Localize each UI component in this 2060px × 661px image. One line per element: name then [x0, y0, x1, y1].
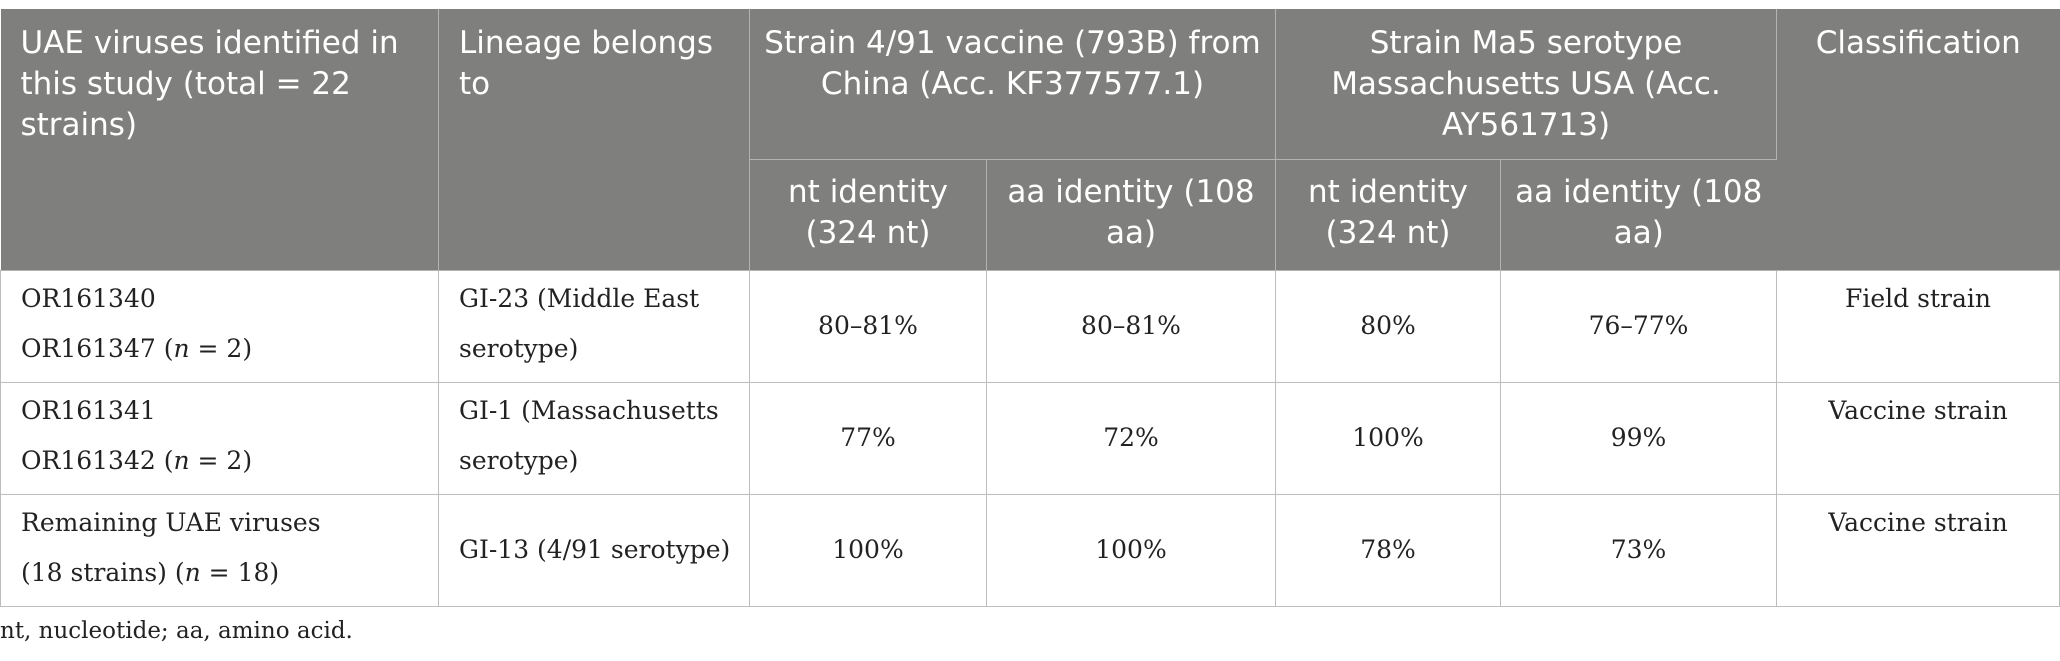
header-nt-identity-ma5: nt identity (324 nt) — [1275, 159, 1501, 271]
lineage-line: GI-1 (Massachusetts — [459, 395, 719, 425]
cell-virus: Remaining UAE viruses (18 strains) (n = … — [0, 494, 439, 607]
n-variable: n — [173, 333, 190, 363]
table-header: UAE viruses identified in this study (to… — [0, 9, 2060, 271]
header-classification: Classification — [1776, 9, 2060, 271]
header-virus: UAE viruses identified in this study (to… — [0, 9, 439, 271]
n-variable: n — [184, 557, 201, 587]
cell-aa-491: 72% — [986, 382, 1276, 495]
header-nt-identity-491: nt identity (324 nt) — [749, 159, 987, 271]
cell-aa-ma5: 76–77% — [1500, 270, 1778, 383]
cell-aa-ma5: 99% — [1500, 382, 1778, 495]
lineage-line: serotype) — [459, 445, 579, 475]
header-aa-identity-491: aa identity (108 aa) — [986, 159, 1276, 271]
virus-accession-count: OR161342 (n = 2) — [21, 436, 428, 486]
table-row: OR161341 OR161342 (n = 2) GI-1 (Massachu… — [0, 382, 2060, 495]
table-body: OR161340 OR161347 (n = 2) GI-23 (Middle … — [0, 270, 2060, 607]
cell-classification: Vaccine strain — [1776, 494, 2060, 607]
virus-accession: OR161340 — [21, 283, 156, 313]
virus-accession: OR161341 — [21, 395, 156, 425]
virus-count-prefix: OR161347 ( — [21, 333, 174, 363]
cell-virus: OR161341 OR161342 (n = 2) — [0, 382, 439, 495]
cell-nt-ma5: 80% — [1275, 270, 1501, 383]
cell-lineage: GI-1 (Massachusetts serotype) — [438, 382, 750, 495]
header-group-vaccine: Strain 4/91 vaccine (793B) from China (A… — [749, 9, 1276, 160]
n-variable: n — [173, 445, 190, 475]
header-aa-identity-ma5: aa identity (108 aa) — [1500, 159, 1777, 271]
cell-nt-491: 100% — [749, 494, 987, 607]
virus-accession-count: OR161347 (n = 2) — [21, 324, 428, 374]
header-lineage: Lineage belongs to — [438, 9, 750, 271]
cell-classification: Vaccine strain — [1776, 382, 2060, 495]
virus-accession-count: (18 strains) (n = 18) — [21, 548, 428, 598]
lineage-line: GI-13 (4/91 serotype) — [459, 535, 731, 564]
cell-aa-491: 100% — [986, 494, 1276, 607]
cell-nt-491: 77% — [749, 382, 987, 495]
virus-count-suffix: = 18) — [200, 557, 280, 587]
cell-nt-ma5: 78% — [1275, 494, 1501, 607]
cell-classification: Field strain — [1776, 270, 2060, 383]
table-row: Remaining UAE viruses (18 strains) (n = … — [0, 494, 2060, 607]
virus-accession: Remaining UAE viruses — [21, 507, 321, 537]
cell-nt-491: 80–81% — [749, 270, 987, 383]
identity-table: UAE viruses identified in this study (to… — [0, 9, 2060, 607]
cell-aa-491: 80–81% — [986, 270, 1276, 383]
virus-count-suffix: = 2) — [189, 445, 253, 475]
virus-count-prefix: OR161342 ( — [21, 445, 174, 475]
header-group-ma5: Strain Ma5 serotype Massachusetts USA (A… — [1275, 9, 1778, 160]
table-footnote: nt, nucleotide; aa, amino acid. — [0, 618, 353, 644]
virus-count-prefix: (18 strains) ( — [21, 557, 185, 587]
cell-lineage: GI-23 (Middle East serotype) — [438, 270, 750, 383]
lineage-line: GI-23 (Middle East — [459, 283, 700, 313]
cell-aa-ma5: 73% — [1500, 494, 1778, 607]
cell-lineage: GI-13 (4/91 serotype) — [438, 494, 750, 607]
lineage-line: serotype) — [459, 333, 579, 363]
cell-nt-ma5: 100% — [1275, 382, 1501, 495]
virus-count-suffix: = 2) — [189, 333, 253, 363]
cell-virus: OR161340 OR161347 (n = 2) — [0, 270, 439, 383]
table-row: OR161340 OR161347 (n = 2) GI-23 (Middle … — [0, 270, 2060, 383]
